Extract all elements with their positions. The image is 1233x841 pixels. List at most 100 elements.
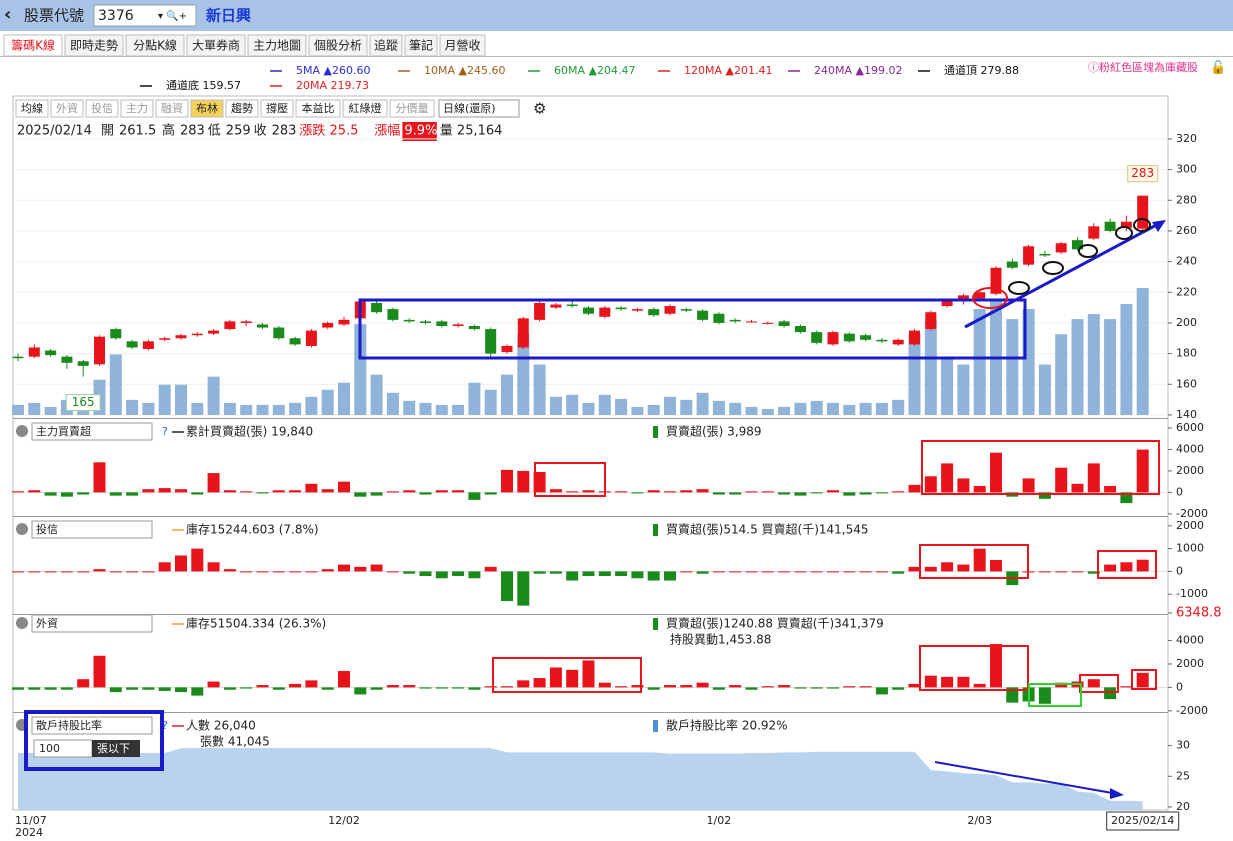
volume-bar (957, 364, 970, 415)
candle-body (61, 356, 73, 363)
bar (859, 492, 872, 495)
volume-bar (647, 404, 660, 415)
stock-name: 新日興 (206, 7, 251, 25)
bar (957, 564, 970, 572)
info-text: 低 (208, 124, 221, 139)
volume-bar (794, 402, 807, 415)
bar (321, 489, 334, 493)
toolbar-button[interactable] (260, 99, 294, 118)
bar (680, 490, 693, 493)
info-text: 開 (101, 124, 114, 139)
bar (761, 491, 774, 493)
bar (403, 490, 416, 493)
bar (582, 660, 595, 688)
bar (386, 491, 399, 493)
bar (533, 678, 546, 688)
circle (1133, 218, 1151, 232)
trend-arrow (964, 220, 1163, 329)
tab[interactable] (247, 34, 307, 57)
candle-body (697, 310, 709, 320)
indicator-name: 散戶持股比率 (36, 718, 102, 732)
candle-body (1023, 246, 1035, 265)
code-input[interactable] (93, 4, 197, 27)
close-icon[interactable] (16, 425, 28, 437)
bar (28, 571, 41, 573)
bar (729, 685, 742, 688)
toolbar-button[interactable] (155, 99, 189, 118)
legend-label: 120MA ▲201.41 (684, 64, 772, 77)
tab[interactable] (3, 34, 63, 57)
y-tick-label: -1000 (1176, 587, 1208, 600)
info-text: 2025/02/14 (17, 124, 92, 139)
bar (321, 569, 334, 572)
y-tick-label: 200 (1176, 316, 1197, 329)
box (921, 440, 1160, 495)
candle-body (550, 304, 562, 308)
legend-label: 60MA ▲204.47 (554, 64, 635, 77)
bar (1087, 571, 1100, 574)
toolbar-button[interactable] (120, 99, 154, 118)
stock-code[interactable]: 3376 (98, 8, 134, 24)
tab[interactable] (439, 34, 486, 57)
candle-body (1088, 226, 1100, 239)
bar (256, 685, 269, 688)
bar (305, 680, 318, 688)
legend-label: 240MA ▲199.02 (814, 64, 902, 77)
back-icon[interactable]: ‹ (4, 4, 11, 25)
bar (305, 571, 318, 573)
indicator-select[interactable] (31, 422, 153, 441)
tab[interactable] (404, 34, 438, 57)
candle-body (974, 292, 986, 299)
toolbar-button[interactable] (15, 99, 49, 118)
bar (28, 687, 41, 690)
period-select[interactable] (438, 99, 520, 118)
bar (1136, 559, 1149, 572)
toolbar-button[interactable] (342, 99, 388, 118)
y-tick-label: 4000 (1176, 442, 1204, 455)
candle-body (387, 309, 399, 320)
toolbar-button[interactable] (85, 99, 119, 118)
tab-label: 個股分析 (314, 39, 362, 53)
y-tick-label: 140 (1176, 408, 1197, 421)
toolbar-button[interactable] (389, 99, 435, 118)
toolbar-label: 布林 (196, 101, 218, 115)
bar (126, 492, 139, 496)
toolbar-button[interactable] (295, 99, 341, 118)
tab[interactable] (369, 34, 403, 57)
toolbar-button[interactable] (225, 99, 259, 118)
panel-legend: 散戶持股比率 20.92% (666, 718, 788, 733)
candle-body (338, 319, 350, 325)
volume-bar (908, 334, 921, 415)
candle-body (762, 322, 774, 324)
close-icon[interactable] (16, 617, 28, 629)
bar (419, 492, 432, 495)
bar (794, 687, 807, 689)
indicator-select[interactable] (31, 520, 153, 539)
box (919, 645, 1029, 691)
tab[interactable] (64, 34, 124, 57)
indicator-select[interactable] (31, 716, 153, 735)
bar (957, 478, 970, 493)
candle-body (860, 335, 872, 340)
bar (435, 571, 448, 579)
bar (745, 571, 758, 573)
volume-bar (598, 394, 611, 415)
bar (1087, 679, 1100, 688)
threshold-value: 100 (39, 742, 60, 755)
close-icon[interactable] (16, 523, 28, 535)
toolbar-button[interactable] (190, 99, 224, 118)
volume-bar (631, 406, 644, 415)
tab[interactable] (186, 34, 246, 57)
candle-body (371, 303, 383, 313)
bar (892, 687, 905, 690)
toolbar-button[interactable] (50, 99, 84, 118)
gear-icon: ⚙ (533, 100, 546, 118)
tab[interactable] (308, 34, 368, 57)
circle (1008, 281, 1030, 295)
tab[interactable] (125, 34, 185, 57)
y-tick-label: 20 (1176, 800, 1190, 813)
bar (126, 687, 139, 690)
indicator-select[interactable] (31, 614, 153, 633)
candle-body (142, 341, 154, 349)
bar (354, 566, 367, 572)
